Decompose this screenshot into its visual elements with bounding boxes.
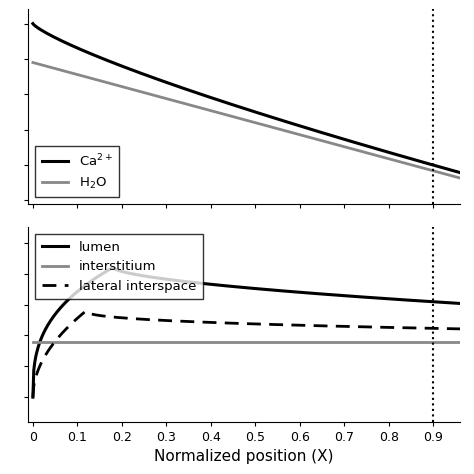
lateral interspace: [82, 309, 88, 314]
Ca$^{2+}$: [464, 172, 470, 177]
X-axis label: Normalized position (X): Normalized position (X): [155, 449, 334, 465]
Line: Ca$^{2+}$: Ca$^{2+}$: [33, 24, 474, 177]
lumen: [296, 289, 301, 295]
H$_2$O: [464, 177, 470, 183]
H$_2$O: [295, 131, 301, 137]
lumen: [272, 287, 277, 293]
H$_2$O: [394, 158, 400, 164]
Legend: Ca$^{2+}$, H$_2$O: Ca$^{2+}$, H$_2$O: [35, 146, 119, 197]
H$_2$O: [244, 118, 250, 123]
Ca$^{2+}$: [394, 152, 400, 158]
lumen: [465, 301, 471, 307]
Line: lumen: lumen: [33, 268, 474, 397]
interstitium: [30, 339, 36, 345]
lateral interspace: [272, 322, 277, 328]
lumen: [110, 265, 116, 271]
lateral interspace: [245, 321, 250, 327]
H$_2$O: [241, 117, 247, 122]
Legend: lumen, interstitium, lateral interspace: lumen, interstitium, lateral interspace: [35, 234, 202, 299]
interstitium: [295, 339, 301, 345]
H$_2$O: [30, 60, 36, 65]
Ca$^{2+}$: [241, 106, 247, 111]
Ca$^{2+}$: [30, 21, 36, 27]
Ca$^{2+}$: [295, 122, 301, 128]
interstitium: [394, 339, 400, 345]
interstitium: [271, 339, 276, 345]
lumen: [395, 297, 401, 302]
interstitium: [464, 339, 470, 345]
lateral interspace: [242, 321, 248, 327]
interstitium: [241, 339, 247, 345]
lumen: [30, 394, 36, 400]
lateral interspace: [395, 325, 401, 330]
Line: lateral interspace: lateral interspace: [33, 311, 474, 397]
Line: H$_2$O: H$_2$O: [33, 63, 474, 183]
lateral interspace: [465, 326, 471, 332]
H$_2$O: [271, 125, 276, 130]
lumen: [245, 285, 250, 291]
Ca$^{2+}$: [271, 115, 276, 120]
lateral interspace: [296, 322, 301, 328]
interstitium: [244, 339, 250, 345]
Ca$^{2+}$: [244, 107, 250, 112]
lumen: [242, 285, 248, 291]
lateral interspace: [30, 394, 36, 400]
